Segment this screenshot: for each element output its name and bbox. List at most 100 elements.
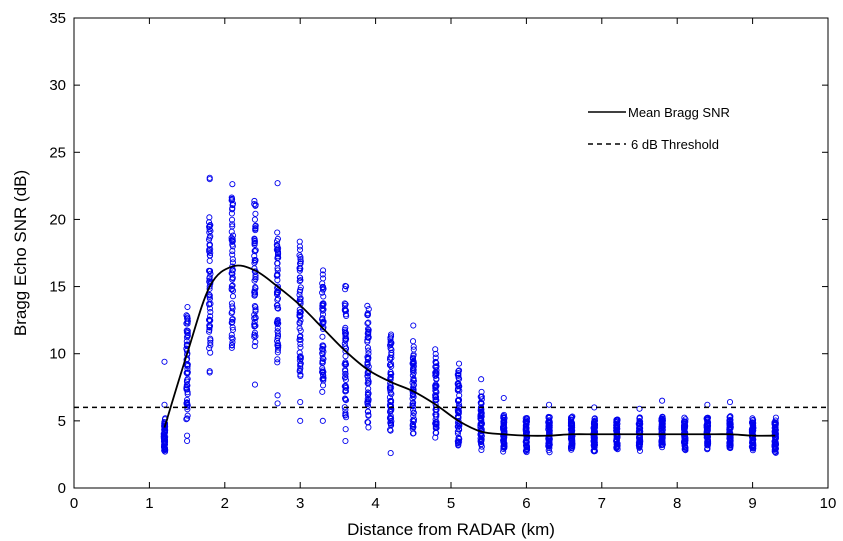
y-tick-label: 0 — [58, 480, 66, 497]
scatter-point — [478, 400, 485, 407]
scatter-point — [297, 295, 304, 302]
scatter-point — [478, 376, 485, 383]
scatter-point — [410, 346, 417, 353]
scatter-point — [229, 282, 236, 289]
scatter-point — [205, 316, 213, 324]
scatter-point — [456, 367, 463, 374]
scatter-point — [297, 399, 304, 406]
scatter-point — [320, 267, 327, 274]
scatter-point — [409, 402, 416, 409]
scatter-point — [251, 333, 258, 340]
scatter-point — [275, 254, 282, 261]
y-axis-label: Bragg Echo SNR (dB) — [11, 170, 30, 336]
scatter-point — [409, 417, 416, 424]
legend-label-mean: Mean Bragg SNR — [628, 105, 730, 120]
series-lines — [74, 264, 828, 437]
scatter-point — [319, 315, 326, 322]
scatter-point — [273, 291, 281, 298]
scatter-point — [659, 413, 666, 420]
legend: Mean Bragg SNR 6 dB Threshold — [588, 105, 730, 152]
scatter-point — [297, 284, 304, 291]
scatter-point — [455, 370, 462, 377]
scatter-point — [342, 301, 349, 308]
scatter-point — [409, 421, 416, 428]
scatter-point — [251, 321, 258, 328]
scatter-point — [184, 365, 191, 372]
scatter-point — [274, 242, 281, 249]
scatter-point — [568, 416, 575, 424]
scatter-point — [342, 426, 349, 433]
scatter-point — [772, 417, 779, 424]
x-tick-label: 1 — [145, 495, 153, 512]
scatter-point — [206, 248, 213, 255]
scatter-point — [207, 221, 214, 229]
scatter-point — [341, 326, 348, 333]
scatter-point — [365, 347, 372, 354]
scatter-point — [319, 417, 326, 424]
scatter-point — [614, 420, 621, 427]
scatter-point — [229, 335, 236, 342]
scatter-point — [228, 300, 235, 307]
x-tick-label: 7 — [598, 495, 606, 512]
scatter-point — [319, 350, 326, 357]
scatter-point — [342, 370, 349, 377]
scatter-point — [387, 450, 394, 457]
scatter-point — [432, 358, 439, 366]
scatter-point — [386, 394, 394, 401]
scatter-point — [591, 415, 598, 422]
scatter-point — [274, 316, 281, 324]
scatter-point — [387, 354, 394, 361]
scatter-point — [297, 355, 304, 362]
scatter-point — [229, 237, 236, 245]
y-tick-label: 25 — [49, 144, 66, 161]
scatter-point — [410, 322, 417, 329]
scatter-point — [274, 229, 281, 236]
scatter-point — [296, 312, 303, 319]
scatter-point — [319, 360, 326, 367]
scatter-point — [342, 373, 349, 380]
scatter-point — [364, 361, 371, 368]
scatter-point — [297, 274, 304, 281]
scatter-point — [229, 256, 236, 263]
scatter-point — [297, 298, 304, 305]
scatter-point — [613, 416, 620, 424]
scatter-point — [478, 388, 485, 396]
scatter-point — [569, 436, 576, 443]
scatter-point — [228, 334, 235, 341]
scatter-point — [364, 337, 371, 344]
scatter-point — [342, 410, 349, 417]
scatter-point — [433, 397, 440, 404]
scatter-point — [229, 270, 236, 277]
scatter-point — [365, 350, 372, 357]
scatter-point — [365, 412, 372, 419]
scatter-point — [342, 286, 349, 293]
scatter-point — [387, 370, 394, 377]
scatter-point — [432, 346, 439, 353]
scatter-point — [320, 375, 327, 382]
scatter-point — [682, 416, 689, 423]
scatter-point — [455, 423, 462, 430]
scatter-point — [274, 180, 281, 187]
scatter-point — [343, 384, 350, 391]
scatter-point — [319, 388, 326, 395]
scatter-point — [364, 373, 371, 380]
scatter-point — [229, 303, 236, 310]
scatter-point — [364, 311, 372, 318]
scatter-point — [591, 418, 598, 425]
scatter-point — [229, 315, 236, 323]
scatter-point — [365, 398, 372, 405]
scatter-point — [206, 174, 213, 181]
scatter-point — [410, 376, 417, 383]
scatter-point — [296, 291, 303, 298]
scatter-point — [319, 345, 326, 353]
scatter-point — [319, 333, 326, 340]
scatter-point — [184, 432, 191, 439]
scatter-point — [184, 400, 191, 407]
scatter-point — [228, 310, 235, 317]
scatter-point — [228, 216, 236, 223]
scatter-point — [342, 282, 349, 289]
scatter-point — [636, 414, 643, 421]
scatter-point — [410, 418, 417, 425]
scatter-point — [432, 382, 439, 389]
scatter-point — [365, 354, 372, 362]
